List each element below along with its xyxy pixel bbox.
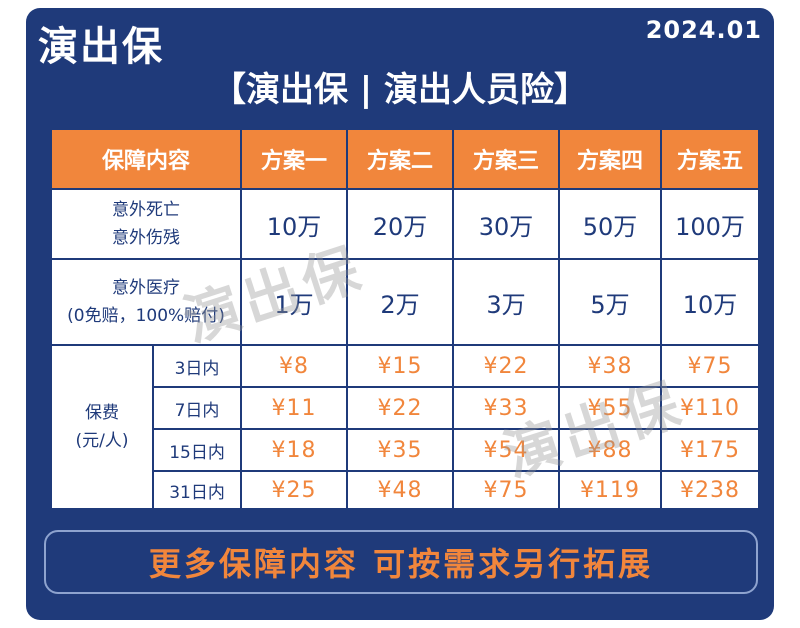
price-cell: ¥88 xyxy=(558,428,663,472)
coverage-cell: 10万 xyxy=(240,188,349,260)
price-cell: ¥75 xyxy=(660,344,761,388)
footer-banner: 更多保障内容 可按需求另行拓展 xyxy=(44,530,758,594)
price-cell: ¥8 xyxy=(240,344,349,388)
row-label-line: 意外伤残 xyxy=(112,228,180,248)
plan-header: 方案一 xyxy=(240,128,349,190)
table-header-row: 保障内容 方案一 方案二 方案三 方案四 方案五 xyxy=(49,128,761,190)
price-cell: ¥22 xyxy=(346,386,455,430)
price-cell: ¥11 xyxy=(240,386,349,430)
coverage-cell: 3万 xyxy=(452,258,561,346)
premium-row: 保费 (元/人) 3日内 ¥8 ¥15 ¥22 ¥38 ¥75 xyxy=(50,344,761,510)
row-label-line: (0免赔，100%赔付) xyxy=(67,306,225,326)
subtitle: 【演出保 | 演出人员险】 xyxy=(211,70,589,110)
price-cell: ¥18 xyxy=(240,428,349,472)
coverage-cell: 5万 xyxy=(558,258,663,346)
table-row: 意外医疗 (0免赔，100%赔付) 1万 2万 3万 5万 10万 xyxy=(49,258,761,346)
price-cell: ¥48 xyxy=(346,470,455,510)
plan-header: 方案三 xyxy=(452,128,561,190)
row-label-line: 意外医疗 xyxy=(112,278,180,298)
duration-cell: 3日内 xyxy=(151,344,243,388)
plan-header: 方案五 xyxy=(660,128,761,190)
brand-title: 演出保 xyxy=(38,24,164,70)
premium-row: 7日内 ¥11 ¥22 ¥33 ¥55 ¥110 xyxy=(51,386,761,430)
coverage-cell: 1万 xyxy=(240,258,349,346)
coverage-cell: 100万 xyxy=(660,188,761,260)
price-cell: ¥33 xyxy=(452,386,561,430)
premium-row: 31日内 ¥25 ¥48 ¥75 ¥119 ¥238 xyxy=(51,470,761,510)
header-corner: 保障内容 xyxy=(49,128,243,190)
price-cell: ¥175 xyxy=(660,428,761,472)
coverage-cell: 50万 xyxy=(558,188,663,260)
plan-header: 方案二 xyxy=(346,128,455,190)
row-label: 意外死亡 意外伤残 xyxy=(49,188,243,260)
coverage-cell: 10万 xyxy=(660,258,761,346)
plan-header: 方案四 xyxy=(558,128,663,190)
row-label: 意外医疗 (0免赔，100%赔付) xyxy=(49,258,243,346)
price-cell: ¥238 xyxy=(660,470,761,510)
price-cell: ¥15 xyxy=(346,344,455,388)
table-row: 意外死亡 意外伤残 10万 20万 30万 50万 100万 xyxy=(49,188,761,260)
price-cell: ¥119 xyxy=(558,470,663,510)
premium-row: 15日内 ¥18 ¥35 ¥54 ¥88 ¥175 xyxy=(51,428,761,472)
price-cell: ¥55 xyxy=(558,386,663,430)
row-label-line: 意外死亡 xyxy=(112,200,180,220)
duration-cell: 31日内 xyxy=(151,470,243,510)
premium-label-line: 保费 xyxy=(85,403,119,423)
price-cell: ¥75 xyxy=(452,470,561,510)
date-label: 2024.01 xyxy=(645,16,762,44)
coverage-table: 保障内容 方案一 方案二 方案三 方案四 方案五 意外死亡 意外伤残 10万 2… xyxy=(49,128,761,510)
price-cell: ¥54 xyxy=(452,428,561,472)
price-cell: ¥22 xyxy=(452,344,561,388)
price-cell: ¥110 xyxy=(660,386,761,430)
price-cell: ¥38 xyxy=(558,344,663,388)
coverage-cell: 20万 xyxy=(346,188,455,260)
coverage-cell: 2万 xyxy=(346,258,455,346)
duration-cell: 15日内 xyxy=(151,428,243,472)
footer-text: 更多保障内容 可按需求另行拓展 xyxy=(148,545,654,583)
coverage-cell: 30万 xyxy=(452,188,561,260)
duration-cell: 7日内 xyxy=(151,386,243,430)
price-cell: ¥35 xyxy=(346,428,455,472)
premium-label-line: (元/人) xyxy=(75,431,129,451)
premium-label: 保费 (元/人) xyxy=(50,344,154,510)
price-cell: ¥25 xyxy=(240,470,349,510)
